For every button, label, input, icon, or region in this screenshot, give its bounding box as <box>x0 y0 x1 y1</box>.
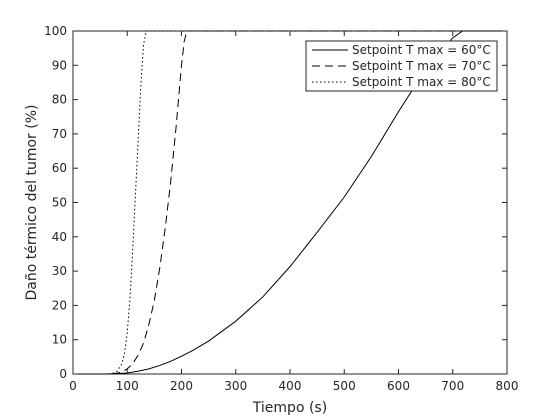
y-tick-label: 70 <box>52 127 67 141</box>
x-tick-label: 800 <box>496 379 519 393</box>
y-tick-label: 10 <box>52 333 67 347</box>
y-tick-label: 20 <box>52 298 67 312</box>
y-tick-label: 100 <box>44 24 67 38</box>
legend-entry-label: Setpoint T max = 80°C <box>352 75 491 89</box>
y-tick-label: 0 <box>59 367 67 381</box>
x-axis-ticks: 0 100 200 300 400 500 600 700 800 <box>69 31 518 393</box>
legend-box <box>305 40 498 92</box>
x-tick-label: 600 <box>387 379 410 393</box>
x-tick-label: 100 <box>116 379 139 393</box>
y-axis-ticks: 0 10 20 30 40 50 60 70 80 90 100 <box>44 24 507 381</box>
y-tick-label: 60 <box>52 161 67 175</box>
x-axis-label: Tiempo (s) <box>252 400 327 416</box>
y-axis-label: Daño térmico del tumor (%) <box>24 105 40 301</box>
series-line-dashed <box>73 30 507 375</box>
x-tick-label: 500 <box>333 379 356 393</box>
x-tick-label: 400 <box>279 379 302 393</box>
y-tick-label: 80 <box>52 93 67 107</box>
x-tick-label: 200 <box>170 379 193 393</box>
x-tick-label: 700 <box>441 379 464 393</box>
x-tick-label: 300 <box>224 379 247 393</box>
legend-entry-label: Setpoint T max = 70°C <box>352 59 491 73</box>
y-tick-label: 40 <box>52 230 67 244</box>
legend-entry-label: Setpoint T max = 60°C <box>352 43 491 57</box>
x-tick-label: 0 <box>69 379 77 393</box>
y-tick-label: 50 <box>52 196 67 210</box>
legend: Setpoint T max = 60°C Setpoint T max = 70… <box>305 40 498 92</box>
y-tick-label: 30 <box>52 264 67 278</box>
y-tick-label: 90 <box>52 58 67 72</box>
